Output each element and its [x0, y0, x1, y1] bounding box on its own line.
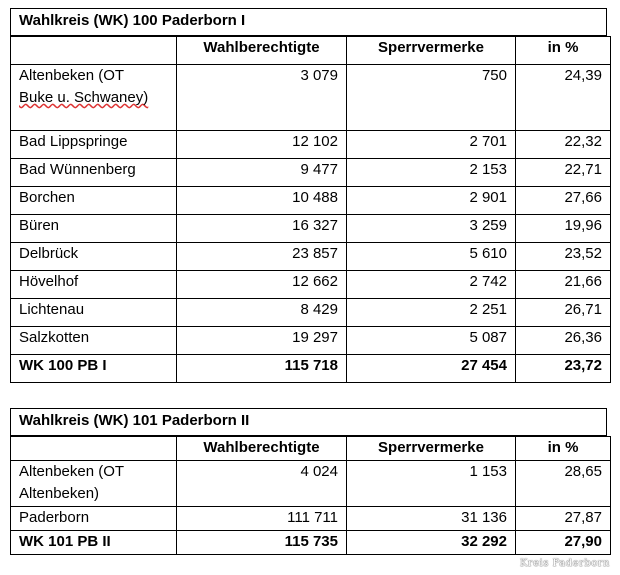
percent-cell: 22,71	[515, 158, 611, 187]
percent-cell: 24,39	[515, 64, 611, 131]
eligible-cell: 19 297	[176, 326, 347, 355]
blocked-total-cell: 27 454	[346, 354, 516, 383]
table-row: Bad Lippspringe 12 102 2 701 22,32	[10, 130, 611, 159]
municipality-cell: Altenbeken (OT Altenbeken)	[10, 460, 177, 507]
blocked-total-cell: 32 292	[346, 530, 516, 555]
results-table: Wahlberechtigte Sperrvermerke in % Alten…	[10, 36, 611, 383]
eligible-cell: 3 079	[176, 64, 347, 131]
percent-cell: 26,71	[515, 298, 611, 327]
blocked-cell: 2 901	[346, 186, 516, 215]
percent-cell: 27,87	[515, 506, 611, 531]
municipality-cell: Bad Wünnenberg	[10, 158, 177, 187]
total-row: WK 100 PB I 115 718 27 454 23,72	[10, 354, 611, 383]
table-row: Borchen 10 488 2 901 27,66	[10, 186, 611, 215]
eligible-cell: 23 857	[176, 242, 347, 271]
eligible-cell: 16 327	[176, 214, 347, 243]
table-row: Büren 16 327 3 259 19,96	[10, 214, 611, 243]
municipality-cell: Paderborn	[10, 506, 177, 531]
percent-cell: 27,66	[515, 186, 611, 215]
municipality-cell: Delbrück	[10, 242, 177, 271]
table-row: Bad Wünnenberg 9 477 2 153 22,71	[10, 158, 611, 187]
total-label-cell: WK 101 PB II	[10, 530, 177, 555]
header-row: Wahlberechtigte Sperrvermerke in %	[10, 36, 611, 65]
eligible-total-cell: 115 735	[176, 530, 347, 555]
results-table: Wahlberechtigte Sperrvermerke in % Alten…	[10, 436, 611, 555]
percent-total-cell: 27,90	[515, 530, 611, 555]
eligible-cell: 111 711	[176, 506, 347, 531]
header-cell: Wahlberechtigte	[176, 436, 347, 461]
blocked-cell: 2 153	[346, 158, 516, 187]
table-row: Altenbeken (OT Buke u. Schwaney) 3 079 75…	[10, 64, 611, 131]
municipality-cell: Büren	[10, 214, 177, 243]
blocked-cell: 3 259	[346, 214, 516, 243]
municipality-cell: Lichtenau	[10, 298, 177, 327]
blocked-cell: 5 087	[346, 326, 516, 355]
table-row: Hövelhof 12 662 2 742 21,66	[10, 270, 611, 299]
municipality-name: Altenbeken (OT	[19, 67, 125, 84]
percent-cell: 21,66	[515, 270, 611, 299]
eligible-cell: 8 429	[176, 298, 347, 327]
municipality-cell: Salzkotten	[10, 326, 177, 355]
eligible-cell: 10 488	[176, 186, 347, 215]
eligible-cell: 12 102	[176, 130, 347, 159]
municipality-cell: Hövelhof	[10, 270, 177, 299]
table-title: Wahlkreis (WK) 101 Paderborn II	[10, 408, 607, 436]
eligible-total-cell: 115 718	[176, 354, 347, 383]
blocked-cell: 750	[346, 64, 516, 131]
total-row: WK 101 PB II 115 735 32 292 27,90	[10, 530, 611, 555]
blocked-cell: 5 610	[346, 242, 516, 271]
percent-cell: 22,32	[515, 130, 611, 159]
watermark: Kreis Paderborn	[519, 558, 610, 569]
blocked-cell: 2 701	[346, 130, 516, 159]
header-cell: Sperrvermerke	[346, 36, 516, 65]
blocked-cell: 2 742	[346, 270, 516, 299]
table-row: Paderborn 111 711 31 136 27,87	[10, 506, 611, 531]
table-row: Delbrück 23 857 5 610 23,52	[10, 242, 611, 271]
blocked-cell: 31 136	[346, 506, 516, 531]
municipality-cell: Altenbeken (OT Buke u. Schwaney)	[10, 64, 177, 131]
eligible-cell: 4 024	[176, 460, 347, 507]
municipality-cell: Bad Lippspringe	[10, 130, 177, 159]
percent-cell: 26,36	[515, 326, 611, 355]
table-row: Salzkotten 19 297 5 087 26,36	[10, 326, 611, 355]
municipality-name-line2: Buke u. Schwaney)	[19, 89, 149, 106]
blocked-cell: 1 153	[346, 460, 516, 507]
percent-cell: 23,52	[515, 242, 611, 271]
table-title: Wahlkreis (WK) 100 Paderborn I	[10, 8, 607, 36]
table-row: Lichtenau 8 429 2 251 26,71	[10, 298, 611, 327]
header-cell	[10, 36, 177, 65]
percent-total-cell: 23,72	[515, 354, 611, 383]
percent-cell: 28,65	[515, 460, 611, 507]
total-label-cell: WK 100 PB I	[10, 354, 177, 383]
header-cell: Wahlberechtigte	[176, 36, 347, 65]
municipality-cell: Borchen	[10, 186, 177, 215]
blocked-cell: 2 251	[346, 298, 516, 327]
municipality-name: Altenbeken (OT	[19, 463, 125, 480]
municipality-name-line2: Altenbeken)	[19, 485, 100, 502]
header-row: Wahlberechtigte Sperrvermerke in %	[10, 436, 611, 461]
header-cell	[10, 436, 177, 461]
header-cell: in %	[515, 36, 611, 65]
table-row: Altenbeken (OT Altenbeken) 4 024 1 153 28…	[10, 460, 611, 507]
percent-cell: 19,96	[515, 214, 611, 243]
eligible-cell: 9 477	[176, 158, 347, 187]
eligible-cell: 12 662	[176, 270, 347, 299]
header-cell: Sperrvermerke	[346, 436, 516, 461]
header-cell: in %	[515, 436, 611, 461]
